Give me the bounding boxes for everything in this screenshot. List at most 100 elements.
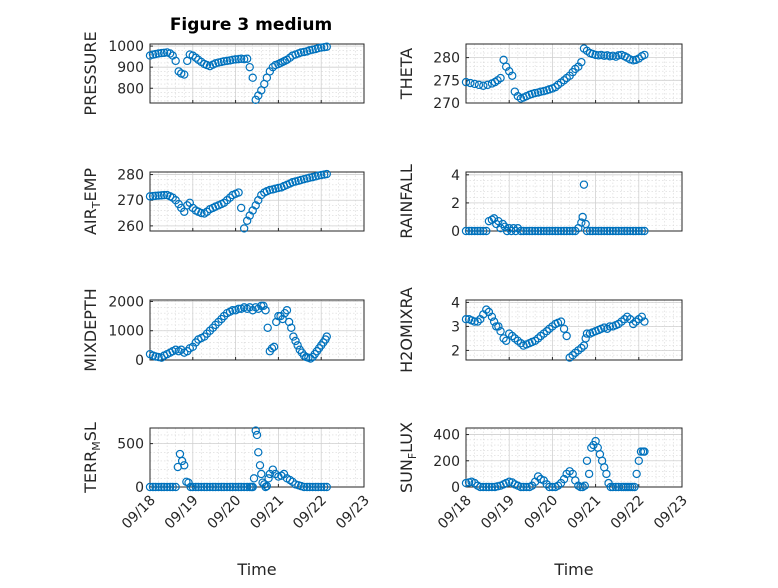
data-point — [322, 169, 331, 179]
data-point — [603, 226, 612, 236]
data-point — [236, 203, 246, 213]
data-point — [565, 226, 574, 236]
data-point — [225, 193, 235, 202]
data-point — [252, 430, 262, 440]
data-point — [314, 171, 323, 180]
x-tick-label: 09/23 — [651, 493, 691, 533]
data-point — [577, 57, 586, 67]
data-point — [296, 48, 306, 57]
y-tick-label: 3 — [451, 319, 460, 335]
y-axis-label: SUNFLUX — [397, 422, 419, 493]
data-point — [314, 482, 323, 492]
data-point — [208, 482, 218, 492]
plot-area — [149, 299, 365, 361]
data-point — [151, 352, 160, 361]
data-point — [516, 482, 526, 492]
data-point — [536, 226, 545, 236]
y-axis-label: AIRTEMP — [81, 168, 103, 235]
axes-outline — [149, 427, 365, 488]
data-point — [239, 224, 249, 233]
y-tick-label: 280 — [117, 168, 144, 184]
x-tick-label: 09/21 — [565, 493, 605, 533]
data-point — [154, 191, 163, 200]
plot-area — [465, 171, 683, 232]
data-point — [157, 191, 166, 200]
data-point — [308, 45, 317, 54]
data-point — [305, 46, 314, 55]
data-point — [585, 226, 595, 236]
axes-outline — [465, 43, 683, 104]
data-point — [484, 482, 494, 492]
data-point — [231, 482, 240, 492]
data-point — [482, 305, 491, 314]
data-point — [487, 312, 497, 321]
x-axis-label: Time — [553, 560, 593, 579]
data-point — [562, 331, 571, 341]
subplot-terr-msl: 0 500 TERRMSL 09/18 09/19 09/20 09/21 09/22 09/2… — [81, 422, 373, 579]
data-point — [255, 461, 265, 470]
data-point — [228, 482, 237, 492]
data-point — [242, 54, 252, 63]
y-tick-label: 0 — [451, 224, 460, 240]
data-point — [217, 482, 226, 492]
data-point — [519, 226, 528, 236]
series-points — [145, 42, 331, 105]
data-point — [234, 188, 243, 197]
data-point — [581, 334, 590, 343]
data-point — [562, 226, 571, 236]
data-point — [605, 52, 615, 61]
data-point — [470, 79, 479, 89]
data-point — [536, 87, 545, 96]
data-point — [508, 71, 517, 80]
data-point — [268, 465, 278, 474]
data-point — [322, 42, 331, 51]
data-point — [461, 478, 471, 488]
data-point — [490, 77, 500, 87]
subplot-sun-flux: 0 200 400 SUNFLUX 09/18 09/19 09/20 09/21 09/22 0… — [397, 422, 691, 579]
data-point — [574, 481, 583, 490]
data-point — [322, 482, 331, 492]
data-point — [248, 482, 257, 492]
data-point — [254, 448, 263, 457]
data-point — [191, 53, 200, 62]
y-axis-label: PRESSURE — [81, 31, 100, 115]
data-point — [582, 456, 592, 465]
data-point — [222, 482, 232, 492]
data-point — [262, 481, 272, 491]
data-point — [219, 57, 229, 66]
data-point — [197, 208, 206, 218]
data-point — [265, 185, 275, 195]
series-points — [145, 169, 331, 233]
y-tick-label: 260 — [117, 219, 144, 235]
data-point — [322, 332, 331, 341]
y-tick-label: 1000 — [108, 39, 144, 55]
data-point — [582, 226, 592, 236]
data-point — [640, 50, 649, 60]
data-point — [602, 469, 611, 479]
data-point — [539, 226, 548, 236]
y-tick-label: 400 — [433, 428, 460, 444]
axes-outline — [149, 299, 365, 361]
data-point — [522, 482, 531, 492]
data-point — [640, 226, 649, 236]
data-point — [467, 226, 476, 236]
data-point — [522, 226, 531, 236]
data-point — [533, 334, 543, 343]
data-point — [548, 226, 557, 236]
data-point — [317, 482, 326, 492]
data-point — [577, 218, 586, 227]
data-point — [483, 80, 492, 90]
data-point — [579, 180, 589, 189]
data-point — [269, 342, 279, 352]
data-point — [319, 482, 329, 492]
data-point — [600, 226, 609, 236]
data-point — [625, 226, 635, 236]
data-point — [640, 317, 649, 326]
data-point — [154, 482, 163, 492]
plot-area — [465, 43, 683, 104]
data-point — [282, 306, 292, 315]
data-point — [461, 315, 471, 324]
data-point — [251, 201, 260, 210]
